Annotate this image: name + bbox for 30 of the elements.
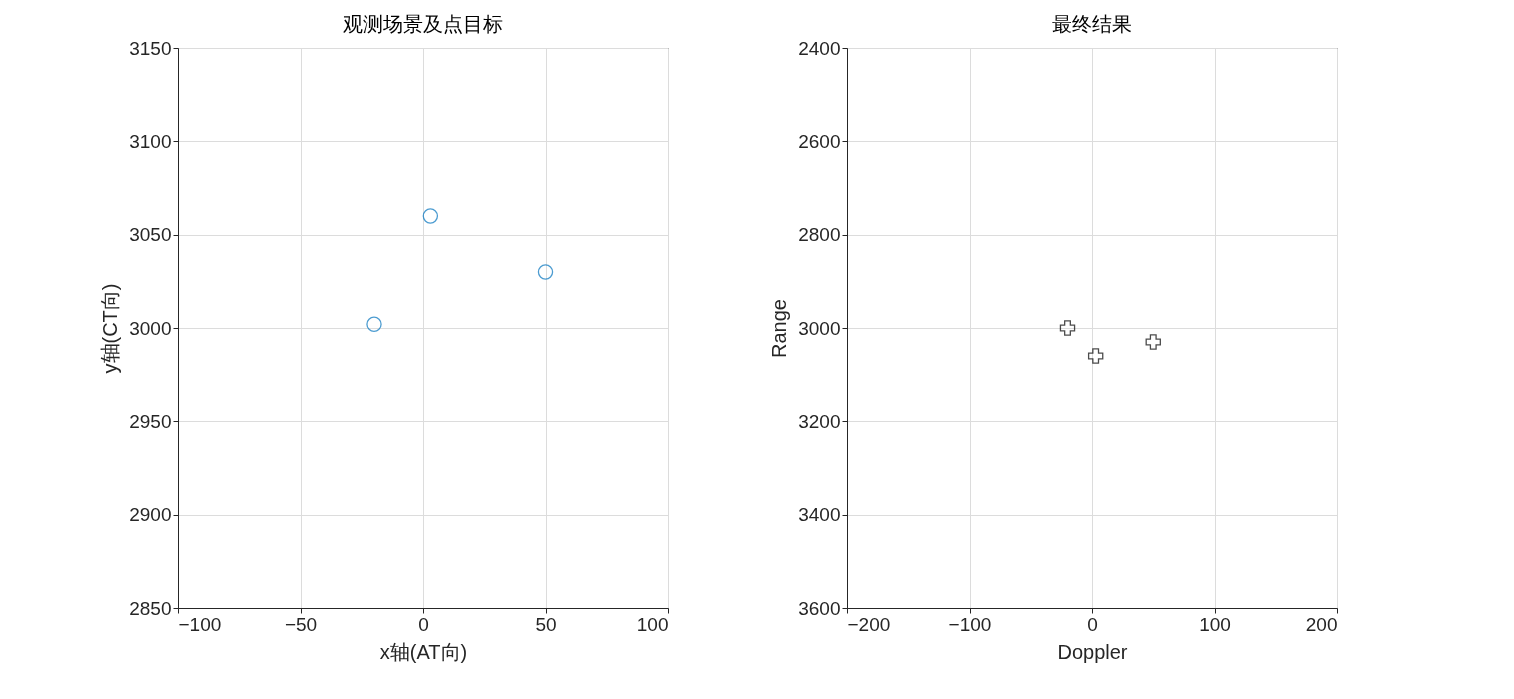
- chart-title: 最终结果: [1052, 12, 1132, 36]
- y-tick-label: 3050: [129, 224, 172, 246]
- x-tick-label: −50: [284, 613, 318, 635]
- y-tick-label: 2400: [798, 37, 841, 59]
- x-tick-label: 50: [535, 613, 557, 635]
- y-tick-label: 2900: [129, 504, 172, 526]
- x-axis-title: Doppler: [1057, 640, 1128, 663]
- y-tick-label: 3000: [798, 317, 841, 339]
- y-tick-label: 2600: [798, 130, 841, 152]
- x-tick-label: −100: [948, 613, 992, 635]
- y-tick-label: 2950: [129, 410, 172, 432]
- x-tick-label: 0: [418, 613, 429, 635]
- y-tick-label: 3000: [129, 317, 172, 339]
- y-axis-title: y轴(CT向): [99, 283, 122, 374]
- y-tick-label: 3600: [798, 597, 841, 619]
- y-tick-label: 3400: [798, 504, 841, 526]
- y-tick-label: 3150: [129, 37, 172, 59]
- y-tick-label: 3100: [129, 130, 172, 152]
- x-tick-label: −100: [178, 613, 222, 635]
- x-tick-label: 0: [1087, 613, 1098, 635]
- x-tick-label: 100: [636, 613, 669, 635]
- x-axis-title: x轴(AT向): [379, 640, 468, 663]
- y-tick-label: 2800: [798, 224, 841, 246]
- x-tick-label: 100: [1199, 613, 1231, 635]
- y-tick-label: 3200: [798, 410, 841, 432]
- x-tick-label: 200: [1305, 613, 1338, 635]
- x-tick-label: −200: [847, 613, 891, 635]
- y-axis-title: Range: [768, 299, 791, 358]
- y-tick-label: 2850: [129, 597, 172, 619]
- chart-title: 观测场景及点目标: [343, 12, 503, 36]
